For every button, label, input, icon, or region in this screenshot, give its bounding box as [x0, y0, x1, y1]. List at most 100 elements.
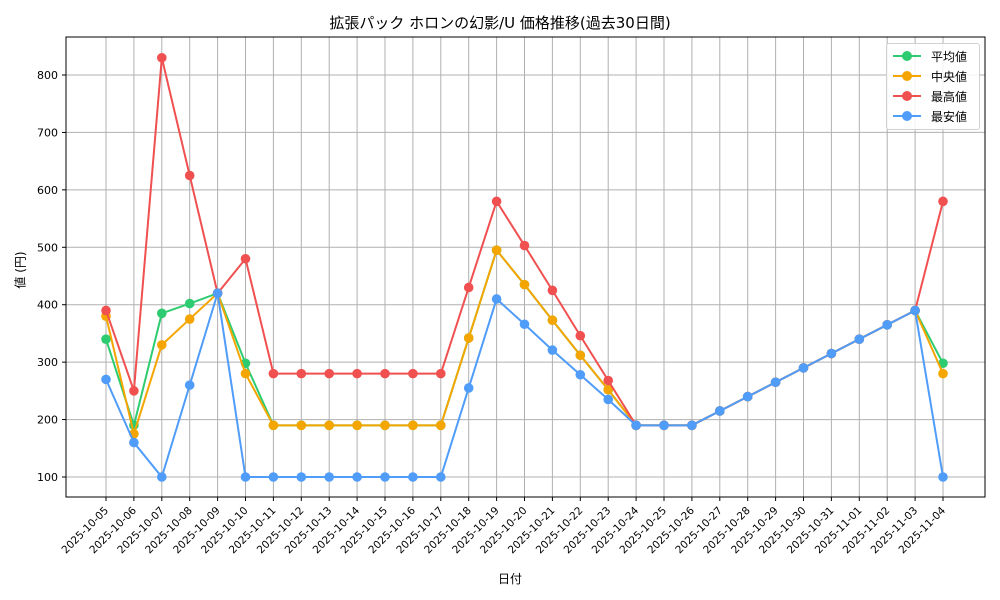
data-point: [296, 368, 307, 379]
data-point: [380, 420, 390, 431]
data-point: [491, 196, 502, 207]
data-point: [352, 420, 362, 431]
data-point: [324, 420, 335, 431]
data-series: [101, 52, 948, 482]
data-point: [240, 472, 251, 482]
data-point: [547, 285, 558, 296]
data-point: [184, 314, 195, 324]
data-point: [491, 294, 502, 304]
data-point: [463, 282, 474, 293]
y-tick-label: 100: [37, 471, 58, 484]
data-point: [938, 196, 948, 207]
legend: 平均値 中央値 最高値 最安値: [886, 43, 980, 130]
data-point: [157, 52, 167, 63]
y-tick-label: 300: [37, 356, 58, 369]
data-point: [575, 350, 586, 361]
y-axis-ticks: 100 200 300 400 500 600 700 800: [37, 69, 66, 484]
series-line: [101, 288, 948, 482]
data-point: [547, 315, 558, 326]
data-point: [157, 340, 167, 350]
data-point: [380, 368, 390, 379]
data-point: [436, 420, 446, 431]
y-axis-label: 値 (円): [13, 251, 28, 289]
data-point: [882, 320, 892, 330]
data-point: [687, 420, 697, 431]
legend-label: 平均値: [931, 49, 968, 64]
data-point: [603, 384, 613, 395]
data-point: [408, 472, 418, 482]
y-tick-label: 800: [37, 69, 58, 82]
data-point: [324, 472, 335, 482]
data-point: [101, 305, 111, 316]
y-tick-label: 400: [37, 299, 58, 312]
legend-item-max: 最高値: [893, 87, 967, 105]
data-point: [240, 368, 251, 379]
data-point: [742, 391, 753, 402]
y-tick-label: 700: [37, 126, 58, 139]
data-point: [324, 368, 335, 379]
legend-label: 最高値: [931, 89, 968, 104]
data-point: [463, 383, 474, 393]
data-point: [184, 170, 195, 181]
data-point: [436, 472, 446, 482]
data-point: [240, 253, 251, 264]
data-point: [575, 330, 586, 341]
x-axis-ticks: 2025-10-052025-10-062025-10-072025-10-08…: [59, 497, 948, 556]
grid-lines: [66, 37, 985, 497]
data-point: [631, 420, 641, 431]
data-point: [770, 377, 781, 388]
line-marker-icon: [893, 67, 921, 85]
data-point: [101, 374, 111, 385]
data-point: [129, 386, 139, 396]
data-point: [129, 437, 139, 448]
data-point: [603, 394, 613, 405]
data-point: [408, 420, 418, 431]
legend-item-median: 中央値: [893, 67, 967, 85]
data-point: [659, 420, 669, 431]
y-tick-label: 200: [37, 414, 58, 427]
data-point: [101, 334, 111, 344]
data-point: [938, 472, 948, 482]
data-point: [603, 375, 613, 386]
data-point: [268, 420, 279, 431]
data-point: [826, 348, 837, 359]
x-axis-label: 日付: [497, 572, 523, 586]
data-point: [436, 368, 446, 379]
line-marker-icon: [893, 47, 921, 65]
data-point: [547, 345, 558, 355]
data-point: [463, 333, 474, 343]
data-point: [910, 305, 920, 316]
data-point: [268, 368, 279, 379]
legend-item-min: 最安値: [893, 107, 967, 125]
data-point: [296, 420, 307, 431]
chart-title: 拡張パック ホロンの幻影/U 価格推移(過去30日間): [329, 14, 671, 32]
data-point: [798, 363, 809, 373]
data-point: [352, 368, 362, 379]
data-point: [715, 406, 725, 416]
data-point: [491, 245, 502, 255]
y-tick-label: 500: [37, 241, 58, 254]
data-point: [575, 369, 586, 380]
plot-area-border: [65, 36, 986, 498]
data-point: [268, 472, 279, 482]
data-point: [938, 358, 948, 369]
data-point: [296, 472, 307, 482]
data-point: [519, 240, 530, 251]
data-point: [352, 472, 362, 482]
data-point: [380, 472, 390, 482]
data-point: [519, 279, 530, 290]
data-point: [184, 380, 195, 390]
data-point: [184, 298, 195, 309]
data-point: [157, 472, 167, 482]
legend-label: 最安値: [931, 109, 968, 124]
line-marker-icon: [893, 87, 921, 105]
legend-item-average: 平均値: [893, 47, 967, 65]
data-point: [408, 368, 418, 379]
data-point: [938, 368, 948, 379]
data-point: [854, 334, 865, 344]
y-tick-label: 600: [37, 184, 58, 197]
data-point: [157, 308, 167, 319]
data-point: [212, 288, 223, 299]
data-point: [519, 319, 530, 330]
